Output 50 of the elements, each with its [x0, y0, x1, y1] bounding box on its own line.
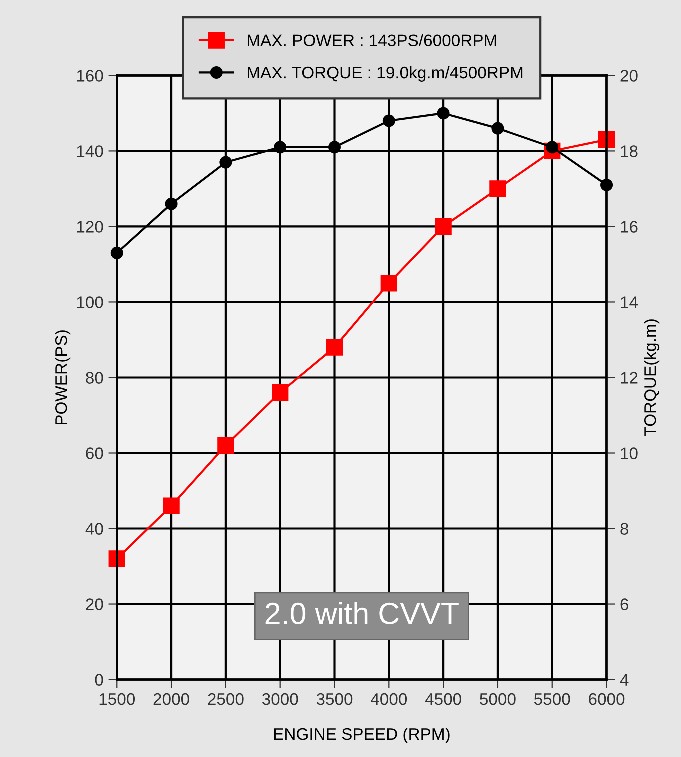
point [328, 141, 341, 154]
y2-tick-label: 10 [621, 448, 638, 460]
y2-tick-label: 18 [621, 146, 638, 158]
y2-tick-label: 8 [620, 523, 629, 535]
y-tick-label: 100 [77, 296, 104, 308]
y2-tick-label: 14 [621, 296, 638, 308]
y-tick-label: 40 [86, 523, 104, 535]
x-tick-label: 2500 [208, 693, 244, 706]
y-tick-label: 60 [86, 448, 104, 460]
y2-tick-label: 4 [620, 674, 629, 686]
y-tick-label: 0 [95, 674, 104, 686]
point [220, 156, 232, 169]
point [218, 437, 234, 454]
point [382, 114, 396, 128]
y-tick-label: 120 [77, 221, 104, 233]
x-tick-label: 4500 [425, 693, 462, 706]
point [380, 275, 398, 292]
x-tick-label: 4000 [371, 693, 408, 706]
y-axis-title: POWER(PS) [55, 330, 71, 425]
x-tick-label: 3000 [262, 693, 298, 706]
point [110, 246, 124, 260]
point [326, 339, 344, 356]
point [492, 122, 504, 135]
y2-tick-label: 16 [621, 221, 638, 233]
y-tick-label: 140 [77, 146, 104, 158]
point [600, 178, 614, 192]
legend-label: MAX. TORQUE : 19.0kg.m/4500RPM [248, 66, 523, 82]
annotation: 2.0 with CVVT [266, 602, 459, 625]
point [272, 384, 289, 402]
point [163, 498, 180, 514]
point [490, 180, 506, 198]
point [274, 141, 287, 154]
x-tick-label: 5000 [480, 693, 516, 706]
y2-axis-title: TORQUE(kg.m) [644, 320, 660, 436]
y2-tick-label: 6 [620, 598, 628, 610]
point [437, 107, 450, 120]
x-axis-title: ENGINE SPEED (RPM) [274, 728, 450, 744]
y-tick-label: 20 [86, 598, 104, 610]
y2-tick-label: 12 [621, 372, 638, 384]
legend-label: MAX. POWER : 143PS/6000RPM [248, 34, 496, 46]
x-tick-label: 2000 [154, 693, 190, 706]
y-tick-label: 160 [77, 70, 104, 82]
y-tick-label: 80 [86, 372, 104, 384]
x-tick-label: 6000 [589, 693, 625, 706]
point [435, 218, 452, 236]
x-tick-label: 5500 [534, 693, 570, 706]
x-tick-label: 3500 [316, 693, 353, 706]
y2-tick-label: 20 [620, 70, 638, 82]
x-tick-label: 1500 [100, 693, 136, 706]
point [165, 198, 178, 210]
